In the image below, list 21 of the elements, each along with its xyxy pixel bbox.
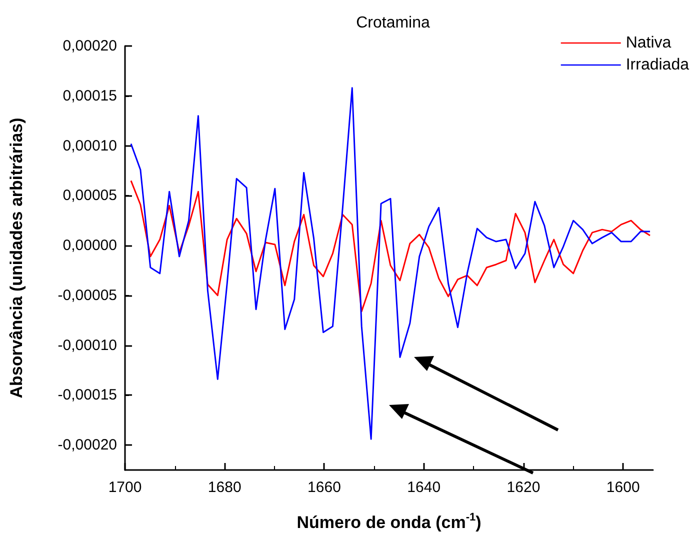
y-tick-label: -0,00010 — [58, 336, 117, 354]
y-tick-label: -0,00020 — [58, 436, 117, 454]
x-tick-label: 1680 — [208, 479, 242, 496]
x-tick-label: 1620 — [506, 479, 540, 496]
x-tick-label: 1640 — [407, 479, 441, 496]
x-tick-label: 1660 — [308, 479, 341, 496]
y-tick-label: -0,00015 — [58, 386, 117, 404]
legend-label: Irradiada — [626, 56, 690, 74]
chart-title: Crotamina — [356, 14, 430, 32]
y-tick-label: 0,00000 — [62, 237, 117, 254]
y-tick-label: 0,00020 — [62, 38, 117, 54]
y-tick-label: -0,00005 — [58, 286, 117, 304]
y-axis-title: Absorvância (unidades arbitrárias) — [7, 118, 26, 398]
line-series — [130, 180, 651, 312]
x-tick-label: 1700 — [108, 479, 142, 496]
legend-label: Nativa — [626, 34, 672, 52]
x-tick-label: 1600 — [606, 479, 640, 496]
line-series — [130, 87, 651, 440]
y-tick-label: 0,00015 — [62, 87, 117, 104]
y-tick-label: 0,00010 — [62, 137, 117, 154]
y-tick-label: 0,00005 — [62, 187, 117, 204]
